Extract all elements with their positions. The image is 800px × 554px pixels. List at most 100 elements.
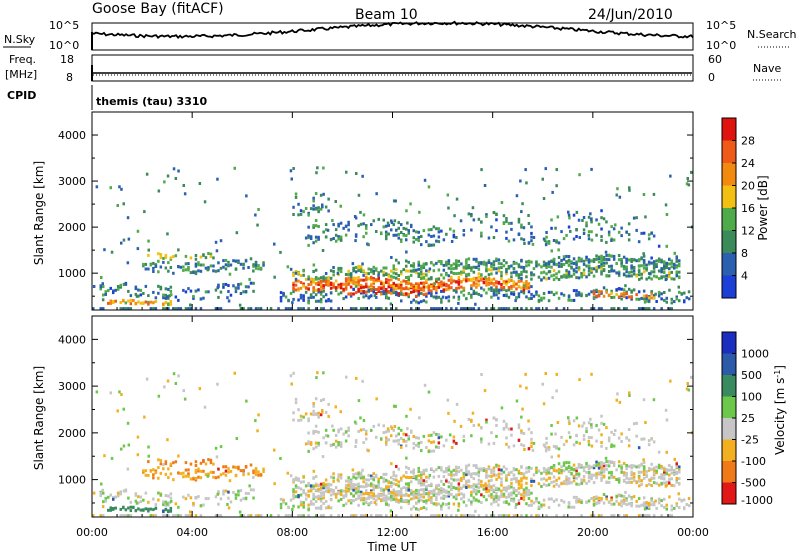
velocity-cell bbox=[367, 495, 370, 499]
power-cell bbox=[354, 233, 358, 237]
power-cell bbox=[545, 240, 548, 244]
power-cell bbox=[485, 263, 488, 267]
power-cell bbox=[460, 280, 463, 284]
power-cell bbox=[505, 219, 508, 223]
velocity-cell bbox=[157, 466, 160, 470]
time-axis: 00:00 04:00 08:00 12:00 16:00 20:00 00:00 bbox=[76, 112, 709, 539]
velocity-cell bbox=[410, 470, 413, 474]
power-cell bbox=[212, 269, 215, 273]
power-cell bbox=[657, 259, 661, 263]
power-cell bbox=[169, 300, 173, 303]
power-cell bbox=[452, 262, 456, 266]
power-cell bbox=[490, 286, 493, 290]
power-cell bbox=[627, 238, 631, 242]
velocity-cell bbox=[620, 504, 623, 508]
power-cell bbox=[149, 307, 153, 311]
power-cell bbox=[352, 266, 355, 270]
power-cell bbox=[139, 293, 143, 297]
power-cell bbox=[627, 274, 631, 278]
velocity-cell bbox=[617, 502, 621, 506]
power-cell bbox=[347, 269, 350, 273]
power-cell bbox=[209, 255, 213, 258]
velocity-cell bbox=[412, 496, 415, 500]
power-cell bbox=[297, 287, 300, 291]
velocity-cell bbox=[660, 504, 663, 508]
velocity-cell bbox=[557, 476, 561, 480]
power-cell bbox=[675, 297, 678, 301]
power-cell bbox=[565, 269, 568, 273]
power-cell bbox=[457, 295, 461, 299]
velocity-cell bbox=[560, 465, 563, 469]
power-cell bbox=[354, 284, 358, 288]
velocity-cell bbox=[425, 507, 428, 511]
power-cell bbox=[595, 288, 598, 292]
velocity-cell bbox=[640, 479, 643, 483]
power-cell bbox=[567, 213, 571, 217]
power-cell bbox=[555, 291, 558, 295]
power-cell bbox=[162, 307, 165, 311]
power-cell bbox=[377, 288, 380, 291]
power-cell bbox=[437, 285, 441, 289]
velocity-cell bbox=[327, 489, 330, 493]
power-cell bbox=[372, 281, 375, 285]
power-cell bbox=[560, 262, 563, 266]
velocity-cell bbox=[297, 418, 300, 422]
velocity-cell bbox=[600, 414, 603, 418]
velocity-cell bbox=[237, 493, 240, 497]
power-cell bbox=[650, 261, 653, 265]
velocity-cell bbox=[642, 501, 646, 505]
power-cell bbox=[600, 260, 604, 264]
power-cell bbox=[610, 254, 613, 258]
velocity-cell bbox=[547, 466, 551, 470]
power-cell bbox=[430, 261, 433, 264]
velocity-cell bbox=[620, 464, 623, 468]
freq-panel-frame bbox=[91, 54, 694, 82]
power-cell bbox=[332, 285, 335, 289]
power-cell bbox=[124, 301, 128, 305]
power-cell bbox=[372, 269, 375, 273]
velocity-cell bbox=[217, 467, 220, 471]
power-cell bbox=[224, 282, 228, 286]
power-cell bbox=[395, 287, 398, 290]
power-cell bbox=[462, 288, 466, 292]
power-cell bbox=[427, 244, 431, 248]
velocity-cell bbox=[217, 475, 220, 479]
power-cell bbox=[279, 291, 283, 295]
power-cell bbox=[425, 240, 428, 244]
velocity-cell bbox=[470, 484, 473, 488]
power-cell bbox=[615, 292, 618, 296]
velocity-cell bbox=[402, 474, 405, 478]
velocity-cell bbox=[357, 503, 360, 507]
power-cell bbox=[547, 241, 551, 245]
velocity-cell bbox=[637, 514, 641, 518]
velocity-cell bbox=[417, 493, 420, 497]
power-cell bbox=[427, 283, 431, 287]
velocity-cell bbox=[495, 473, 498, 477]
power-cell bbox=[420, 281, 423, 285]
power-cell bbox=[339, 286, 343, 290]
power-cell bbox=[521, 202, 524, 206]
velocity-cell bbox=[660, 476, 663, 480]
velocity-cell bbox=[227, 506, 231, 510]
velocity-cell bbox=[415, 475, 418, 479]
power-cell bbox=[625, 274, 628, 278]
velocity-cell bbox=[455, 402, 459, 406]
power-cell bbox=[415, 289, 418, 293]
velocity-cell bbox=[502, 419, 506, 423]
power-cell bbox=[164, 300, 168, 304]
power-cell bbox=[512, 270, 516, 274]
power-cell bbox=[440, 262, 443, 266]
power-cell bbox=[405, 287, 408, 291]
velocity-cell bbox=[505, 467, 508, 471]
velocity-cell bbox=[472, 464, 476, 468]
velocity-cell bbox=[520, 415, 523, 419]
velocity-cell bbox=[109, 506, 112, 510]
velocity-cell bbox=[395, 483, 398, 487]
power-cell bbox=[497, 266, 501, 270]
power-cell bbox=[460, 272, 463, 276]
velocity-cell bbox=[147, 509, 150, 513]
power-cell bbox=[339, 291, 343, 295]
power-cell bbox=[657, 294, 661, 298]
velocity-cell bbox=[154, 469, 158, 473]
